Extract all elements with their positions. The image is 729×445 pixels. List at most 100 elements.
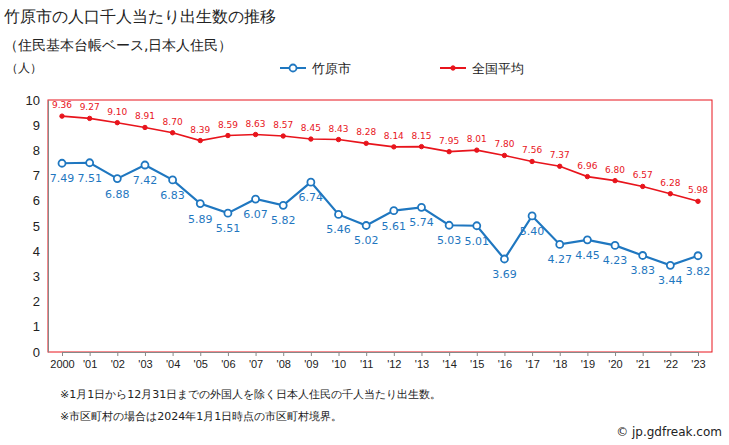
series-point — [114, 175, 121, 182]
x-tick-mark — [532, 352, 533, 356]
x-tick-mark — [394, 352, 395, 356]
x-tick-mark — [256, 352, 257, 356]
x-tick-mark — [339, 352, 340, 356]
plot-marks — [59, 114, 702, 269]
series-point — [613, 178, 617, 182]
series-point — [197, 200, 204, 207]
data-label: 4.45 — [575, 249, 600, 262]
data-label: 7.95 — [439, 136, 459, 146]
x-tick-mark — [504, 352, 505, 356]
series-point — [392, 145, 396, 149]
data-label: 8.14 — [384, 131, 404, 141]
series-point — [280, 202, 287, 209]
series-point — [198, 138, 202, 142]
x-tick: '16 — [498, 352, 512, 370]
x-tick-label: '19 — [581, 358, 595, 370]
data-label: 6.28 — [660, 178, 680, 188]
data-label: 8.28 — [356, 127, 376, 137]
x-tick: '13 — [415, 352, 429, 370]
x-tick-label: '06 — [221, 358, 235, 370]
x-tick-label: '23 — [691, 358, 705, 370]
y-tick: 8 — [33, 143, 48, 158]
x-axis-line — [63, 353, 699, 357]
series-point — [226, 133, 230, 137]
data-label: 4.23 — [603, 254, 628, 267]
x-tick-label: '12 — [387, 358, 401, 370]
annotation: ※市区町村の場合は2024年1月1日時点の市区町村境界。 — [60, 410, 342, 423]
data-label: 7.80 — [494, 139, 514, 149]
data-label: 8.70 — [163, 117, 183, 127]
data-label: 5.40 — [520, 225, 545, 238]
data-label: 5.74 — [409, 216, 434, 229]
x-tick: '10 — [332, 352, 346, 370]
x-tick-label: '02 — [111, 358, 125, 370]
title: 竹原市の人口千人当たり出生数の推移 — [4, 7, 276, 26]
series-point — [447, 149, 451, 153]
y-tick: 0 — [33, 345, 48, 360]
x-tick-mark — [366, 352, 367, 356]
data-labels: 7.497.516.887.426.835.895.516.075.826.74… — [50, 100, 711, 287]
data-label: 6.07 — [243, 208, 268, 221]
data-label: 8.15 — [411, 131, 431, 141]
x-tick-label: '15 — [470, 358, 484, 370]
y-tick-label: 8 — [33, 143, 40, 158]
y-tick-label: 1 — [33, 319, 40, 334]
x-tick: '08 — [277, 352, 291, 370]
x-tick: '09 — [304, 352, 318, 370]
x-tick-mark — [62, 352, 63, 356]
series-point — [86, 159, 93, 166]
series-point — [281, 134, 285, 138]
series-point — [224, 210, 231, 217]
series-point — [307, 179, 314, 186]
y-tick-label: 10 — [26, 93, 40, 108]
x-tick-label: '14 — [442, 358, 456, 370]
data-label: 7.49 — [50, 172, 75, 185]
data-label: 5.51 — [216, 222, 241, 235]
y-tick: 5 — [33, 219, 48, 234]
data-label: 8.45 — [301, 123, 321, 133]
data-label: 6.57 — [633, 170, 653, 180]
x-tick-mark — [643, 352, 644, 356]
x-axis: 2000'01'02'03'04'05'06'07'08'09'10'11'12… — [50, 352, 705, 370]
data-label: 6.88 — [105, 188, 130, 201]
series-point — [390, 207, 397, 214]
plot-frame — [48, 100, 712, 352]
x-tick-label: '21 — [636, 358, 650, 370]
x-tick-label: '11 — [360, 358, 374, 370]
x-tick: '12 — [387, 352, 401, 370]
x-tick-mark — [200, 352, 201, 356]
x-tick-mark — [698, 352, 699, 356]
x-tick: '05 — [194, 352, 208, 370]
series-point — [87, 116, 91, 120]
data-label: 8.39 — [190, 125, 210, 135]
legend-label: 全国平均 — [472, 61, 524, 76]
x-tick: '15 — [470, 352, 484, 370]
series-line — [62, 116, 698, 201]
x-tick-mark — [283, 352, 284, 356]
x-tick: '21 — [636, 352, 650, 370]
x-tick-mark — [117, 352, 118, 356]
series-point — [115, 120, 119, 124]
series-point — [556, 241, 563, 248]
x-tick-mark — [228, 352, 229, 356]
series-point — [252, 196, 259, 203]
data-label: 7.42 — [133, 174, 158, 187]
legend-marker — [290, 65, 297, 72]
x-tick-mark — [145, 352, 146, 356]
x-tick-mark — [449, 352, 450, 356]
series-point — [309, 137, 313, 141]
series-point — [141, 162, 148, 169]
y-tick: 4 — [33, 244, 48, 259]
x-tick-mark — [587, 352, 588, 356]
x-tick-label: '04 — [166, 358, 180, 370]
y-tick-label: 6 — [33, 193, 40, 208]
subtitle: （住民基本台帳ベース,日本人住民） — [4, 37, 232, 53]
x-tick-label: '20 — [608, 358, 622, 370]
x-tick-mark — [477, 352, 478, 356]
x-tick-label: '10 — [332, 358, 346, 370]
x-tick-mark — [311, 352, 312, 356]
series-point — [584, 236, 591, 243]
data-label: 3.44 — [658, 274, 683, 287]
x-tick: '17 — [525, 352, 539, 370]
series-point — [418, 204, 425, 211]
